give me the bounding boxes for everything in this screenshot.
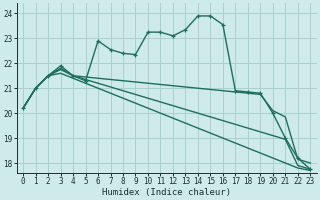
X-axis label: Humidex (Indice chaleur): Humidex (Indice chaleur) [102,188,231,197]
